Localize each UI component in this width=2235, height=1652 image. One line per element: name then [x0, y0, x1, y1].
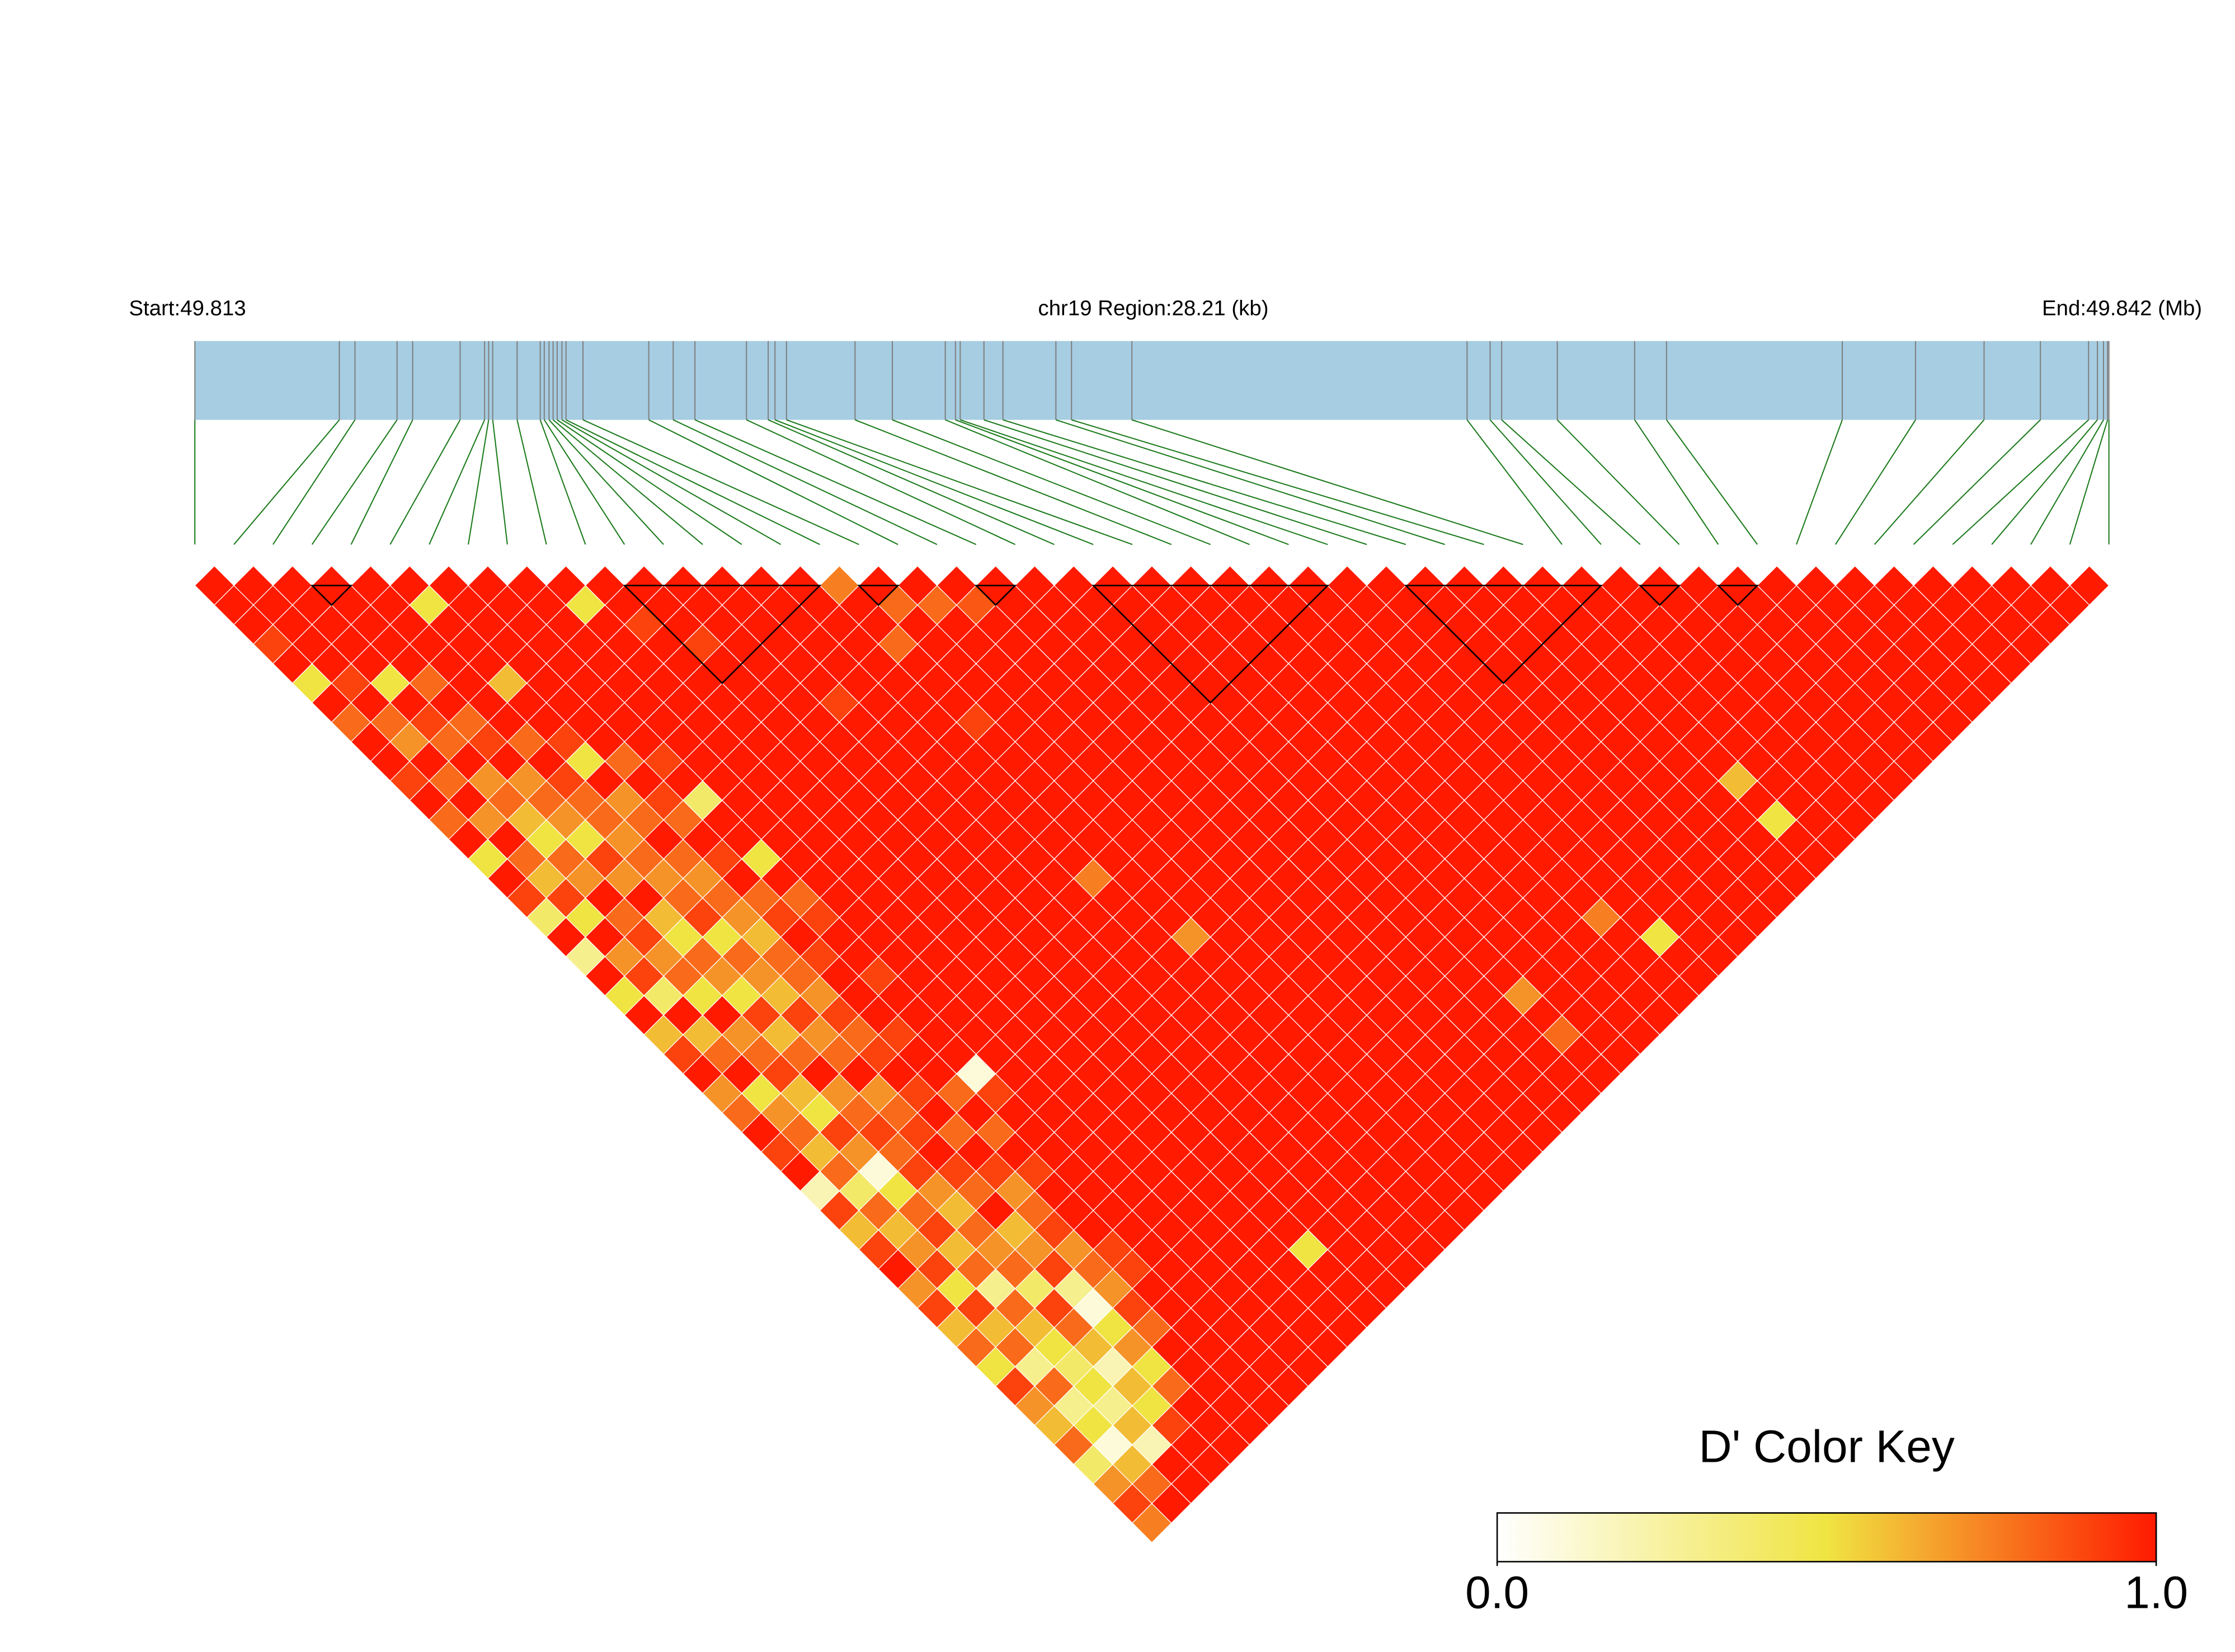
snp-connector	[561, 419, 782, 545]
color-key-tick-label: 0.0	[1465, 1568, 1529, 1618]
snp-connector	[955, 419, 1289, 545]
region-label: chr19 Region:28.21 (kb)	[1038, 296, 1268, 321]
snp-connector	[1835, 419, 1916, 545]
color-key-title: D' Color Key	[1698, 1421, 1954, 1472]
snp-connector	[544, 419, 625, 545]
snp-connector	[1131, 419, 1523, 545]
snp-connector	[1952, 419, 2089, 545]
snp-connector	[786, 419, 1133, 545]
snp-connector	[1796, 420, 1843, 545]
snp-connector	[1991, 419, 2098, 545]
ld-block	[1638, 585, 1681, 606]
snp-connector	[350, 420, 413, 545]
ld-block	[623, 585, 822, 684]
snp-connector	[492, 420, 508, 545]
snp-connector	[548, 419, 664, 545]
end-label: End:49.842 (Mb)	[2042, 296, 2202, 321]
snp-connector	[389, 419, 461, 545]
snp-connector	[272, 419, 356, 545]
snp-connector	[233, 419, 340, 545]
snp-connector	[945, 419, 1250, 545]
ld-block	[974, 585, 1017, 606]
snp-connector	[1501, 419, 1641, 545]
snp-connector	[1913, 419, 2041, 545]
snp-connector	[468, 420, 490, 545]
snp-connector	[1556, 419, 1680, 545]
ld-block	[1404, 585, 1603, 684]
snp-connector	[539, 420, 586, 545]
snp-connector	[429, 420, 486, 545]
snp-connector	[694, 419, 977, 545]
snp-connector	[552, 419, 703, 545]
snp-connector	[566, 419, 820, 545]
snp-connector	[1874, 419, 1985, 545]
snp-connector	[746, 419, 1016, 545]
snp-connector	[648, 419, 898, 545]
snp-connector	[1466, 419, 1563, 545]
snp-connector	[774, 419, 1094, 545]
ld-block	[857, 585, 900, 606]
snp-connector	[1056, 419, 1445, 545]
snp-connector	[1666, 419, 1758, 545]
snp-connector	[960, 419, 1328, 545]
snp-connector	[2030, 419, 2104, 545]
snp-connector	[1634, 419, 1719, 545]
snp-connector	[516, 420, 547, 545]
snp-connector	[768, 419, 1055, 545]
color-key-tick-label: 1.0	[2124, 1568, 2188, 1618]
snp-connector	[892, 419, 1211, 545]
ld-cell	[2069, 565, 2110, 606]
snp-connector	[854, 419, 1172, 545]
snp-connector	[984, 419, 1367, 545]
start-label: Start:49.813	[129, 296, 246, 321]
ld-block	[310, 585, 353, 606]
snp-connector	[311, 419, 398, 545]
snp-connector	[1003, 419, 1406, 545]
snp-connector	[582, 419, 859, 545]
position-bar	[195, 341, 2109, 420]
snp-connector	[1071, 419, 1484, 545]
snp-connector	[1489, 419, 1602, 545]
snp-connector	[557, 419, 742, 545]
snp-connector	[672, 419, 938, 545]
ld-block	[1716, 585, 1759, 606]
color-key	[1496, 1512, 2157, 1562]
ld-block	[1091, 585, 1330, 704]
snp-connector	[2069, 420, 2109, 545]
